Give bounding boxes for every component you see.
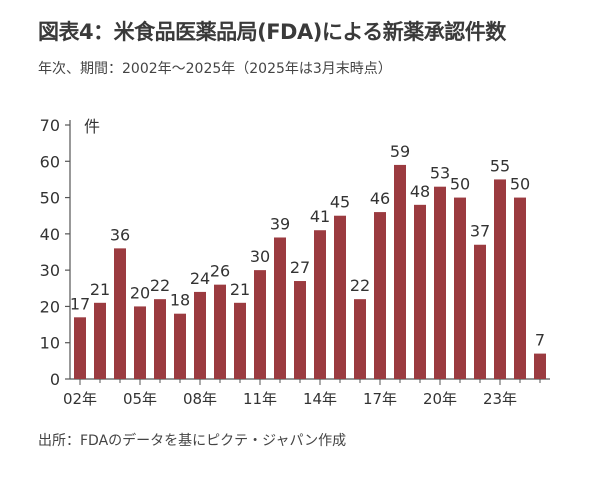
bar-value-label: 24 <box>190 269 210 288</box>
bar-value-label: 48 <box>410 182 430 201</box>
bar <box>114 248 126 379</box>
bar-value-label: 18 <box>170 291 190 310</box>
bar-value-label: 50 <box>510 175 530 194</box>
x-axis: 02年 05年 08年 11年 14年 17年 20年 23年 <box>63 378 550 408</box>
bar <box>494 179 506 379</box>
x-tick-label: 23年 <box>483 390 517 408</box>
x-tick-label: 11年 <box>243 390 277 408</box>
y-axis: 0 10 20 30 40 50 60 70 件 <box>40 116 100 389</box>
bar <box>354 299 366 379</box>
bar-value-label: 45 <box>330 193 350 212</box>
chart-title: 図表4：米食品医薬品局(FDA)による新薬承認件数 <box>38 20 506 44</box>
bar <box>194 291 206 379</box>
bar-value-label: 22 <box>150 276 170 295</box>
y-tick-label: 20 <box>40 297 60 316</box>
x-tick-label: 17年 <box>363 390 397 408</box>
bar <box>474 244 486 379</box>
y-tick-label: 0 <box>50 370 60 389</box>
bar <box>134 306 146 379</box>
bar-value-label: 37 <box>470 222 490 241</box>
bar <box>434 186 446 379</box>
bar-value-label: 17 <box>70 294 90 313</box>
bar <box>294 281 306 379</box>
bar-value-label: 36 <box>110 225 130 244</box>
bar-value-label: 41 <box>310 207 330 226</box>
bar-value-label: 50 <box>450 175 470 194</box>
bar <box>234 302 246 379</box>
y-tick-label: 60 <box>40 152 60 171</box>
bar-value-label: 26 <box>210 262 230 281</box>
bar <box>214 284 226 379</box>
x-tick-label: 02年 <box>63 390 97 408</box>
y-axis-unit-label: 件 <box>84 117 100 136</box>
source-note: 出所：FDAのデータを基にピクテ・ジャパン作成 <box>38 433 347 449</box>
bar-value-label: 7 <box>535 331 545 350</box>
bar <box>534 353 546 379</box>
x-tick-label: 14年 <box>303 390 337 408</box>
bar-value-label: 39 <box>270 214 290 233</box>
bar <box>374 212 386 379</box>
y-tick-label: 30 <box>40 261 60 280</box>
bar <box>254 270 266 379</box>
x-tick-label: 20年 <box>423 390 457 408</box>
bar <box>174 313 186 379</box>
y-tick-label: 10 <box>40 334 60 353</box>
y-tick-label: 50 <box>40 189 60 208</box>
x-tick-label: 08年 <box>183 390 217 408</box>
bar-value-label: 22 <box>350 276 370 295</box>
bar <box>74 317 86 379</box>
bar <box>314 230 326 379</box>
bar-value-label: 21 <box>90 280 110 299</box>
bar <box>334 215 346 379</box>
bar-value-label: 53 <box>430 164 450 183</box>
bar-value-label: 27 <box>290 258 310 277</box>
bar <box>514 197 526 379</box>
bar <box>414 204 426 379</box>
bar <box>454 197 466 379</box>
chart-subtitle: 年次、期間：2002年～2025年（2025年は3月末時点） <box>38 61 392 77</box>
bar <box>154 299 166 379</box>
bar <box>394 164 406 379</box>
bar <box>274 237 286 379</box>
y-tick-label: 40 <box>40 225 60 244</box>
bar-value-label: 20 <box>130 283 150 302</box>
y-tick-label: 70 <box>40 116 60 135</box>
bar-value-label: 30 <box>250 247 270 266</box>
bars <box>74 164 546 379</box>
bar <box>94 302 106 379</box>
bar-value-label: 46 <box>370 189 390 208</box>
bar-value-label: 59 <box>390 142 410 161</box>
bar-value-label: 55 <box>490 156 510 175</box>
x-tick-label: 05年 <box>123 390 157 408</box>
bar-value-label: 21 <box>230 280 250 299</box>
